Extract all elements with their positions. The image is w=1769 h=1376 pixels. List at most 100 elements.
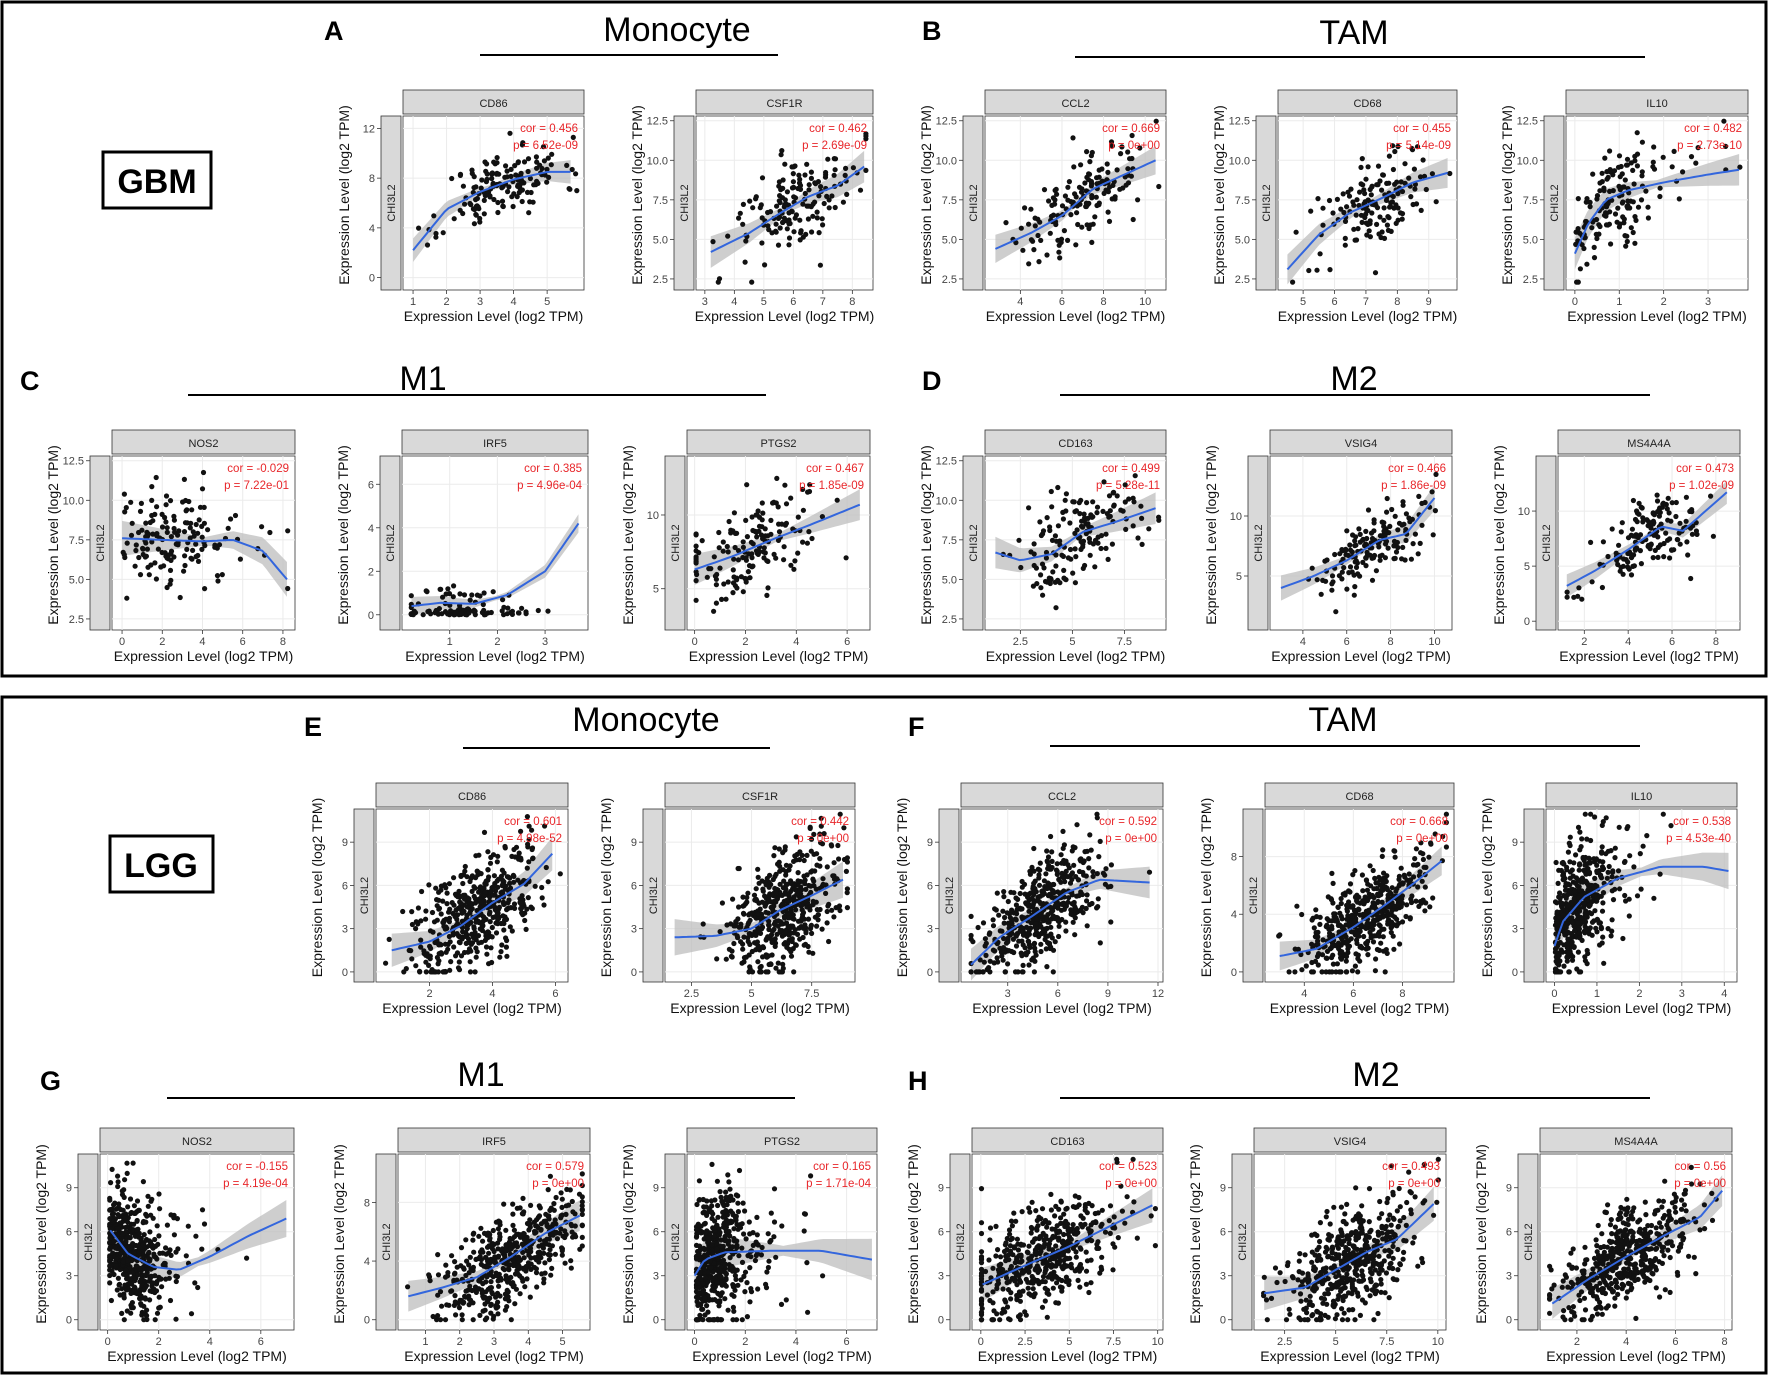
data-point <box>794 851 800 858</box>
data-point <box>994 955 1000 961</box>
data-point <box>736 215 742 221</box>
data-point <box>1079 224 1085 230</box>
y-tick-label: 12.5 <box>1229 116 1250 128</box>
data-point <box>1631 563 1637 569</box>
data-point <box>784 226 790 232</box>
facet-column <box>353 808 375 983</box>
data-point <box>108 1180 114 1186</box>
data-point <box>793 212 800 218</box>
data-point <box>473 954 479 960</box>
data-point <box>1371 520 1377 526</box>
data-point <box>1373 568 1379 574</box>
data-point <box>1661 540 1667 547</box>
data-point <box>519 198 525 205</box>
x-tick-label: 2.5 <box>1013 636 1028 648</box>
data-point <box>747 966 753 972</box>
data-point <box>435 969 441 975</box>
data-point <box>1357 573 1363 579</box>
data-point <box>807 482 813 488</box>
data-point <box>1557 958 1563 964</box>
data-point <box>509 194 515 200</box>
data-point <box>529 845 536 851</box>
data-point <box>1426 854 1432 860</box>
data-point <box>1086 536 1092 542</box>
data-point <box>1062 193 1068 199</box>
data-point <box>1055 577 1061 584</box>
data-point <box>1018 564 1024 571</box>
data-point <box>1329 926 1335 932</box>
data-point <box>765 585 771 591</box>
data-point <box>810 201 816 207</box>
data-point <box>401 969 407 975</box>
data-point <box>747 575 753 581</box>
data-point <box>176 528 182 534</box>
data-point <box>462 863 468 870</box>
data-point <box>1352 543 1358 549</box>
data-point <box>121 1317 127 1323</box>
facet-column <box>1535 455 1557 631</box>
data-point <box>133 547 139 554</box>
data-point <box>542 172 548 178</box>
data-point <box>498 949 504 955</box>
data-point <box>1090 514 1096 520</box>
data-point <box>1111 503 1117 509</box>
facet-column-label: CHI3L2 <box>386 184 398 221</box>
data-point <box>189 507 195 513</box>
data-point <box>502 845 508 851</box>
data-point <box>444 901 450 907</box>
stat-cor: cor = -0.029 <box>227 463 289 475</box>
data-point <box>786 210 792 216</box>
data-point <box>1354 898 1360 904</box>
data-point <box>1597 942 1603 948</box>
data-point <box>1616 224 1622 230</box>
x-tick-label: 3 <box>1705 296 1711 308</box>
data-point <box>730 590 736 596</box>
data-point <box>711 608 717 614</box>
data-point <box>496 171 502 177</box>
data-point <box>749 948 755 955</box>
data-point <box>1329 870 1335 877</box>
data-point <box>816 193 822 199</box>
data-point <box>1560 872 1566 879</box>
data-point <box>1619 200 1625 206</box>
x-tick-label: 0 <box>119 636 125 648</box>
data-point <box>431 213 437 219</box>
data-point <box>1382 969 1388 975</box>
data-point <box>1636 500 1642 506</box>
confidence-band <box>391 837 553 967</box>
x-tick-label: 0 <box>1551 988 1557 1000</box>
data-point <box>714 956 720 962</box>
data-point <box>494 155 500 161</box>
data-point <box>1020 942 1026 948</box>
data-point <box>1587 204 1593 210</box>
data-point <box>199 1246 205 1252</box>
data-point <box>762 262 768 268</box>
data-point <box>469 940 476 946</box>
data-point <box>1634 163 1640 169</box>
data-point <box>810 950 816 956</box>
data-point <box>479 177 485 183</box>
data-point <box>715 279 721 285</box>
data-point <box>740 946 746 952</box>
data-point <box>1137 145 1143 151</box>
data-point <box>778 969 784 975</box>
data-point <box>1021 881 1028 888</box>
data-point <box>1361 933 1367 940</box>
data-point <box>467 969 474 975</box>
data-point <box>181 476 187 482</box>
trend-line <box>694 503 861 571</box>
data-point <box>1003 220 1009 226</box>
data-point <box>1638 561 1644 567</box>
data-point <box>168 557 174 564</box>
data-point <box>1070 844 1076 850</box>
data-point <box>156 1233 162 1239</box>
data-point <box>1576 930 1583 936</box>
data-point <box>482 889 488 895</box>
data-point <box>768 936 775 943</box>
data-point <box>1588 911 1595 917</box>
stat-p: p = 0e+00 <box>1105 833 1157 845</box>
data-point <box>1100 508 1106 514</box>
facet-column <box>1242 808 1264 983</box>
data-point <box>452 611 458 618</box>
data-point <box>1597 180 1603 186</box>
